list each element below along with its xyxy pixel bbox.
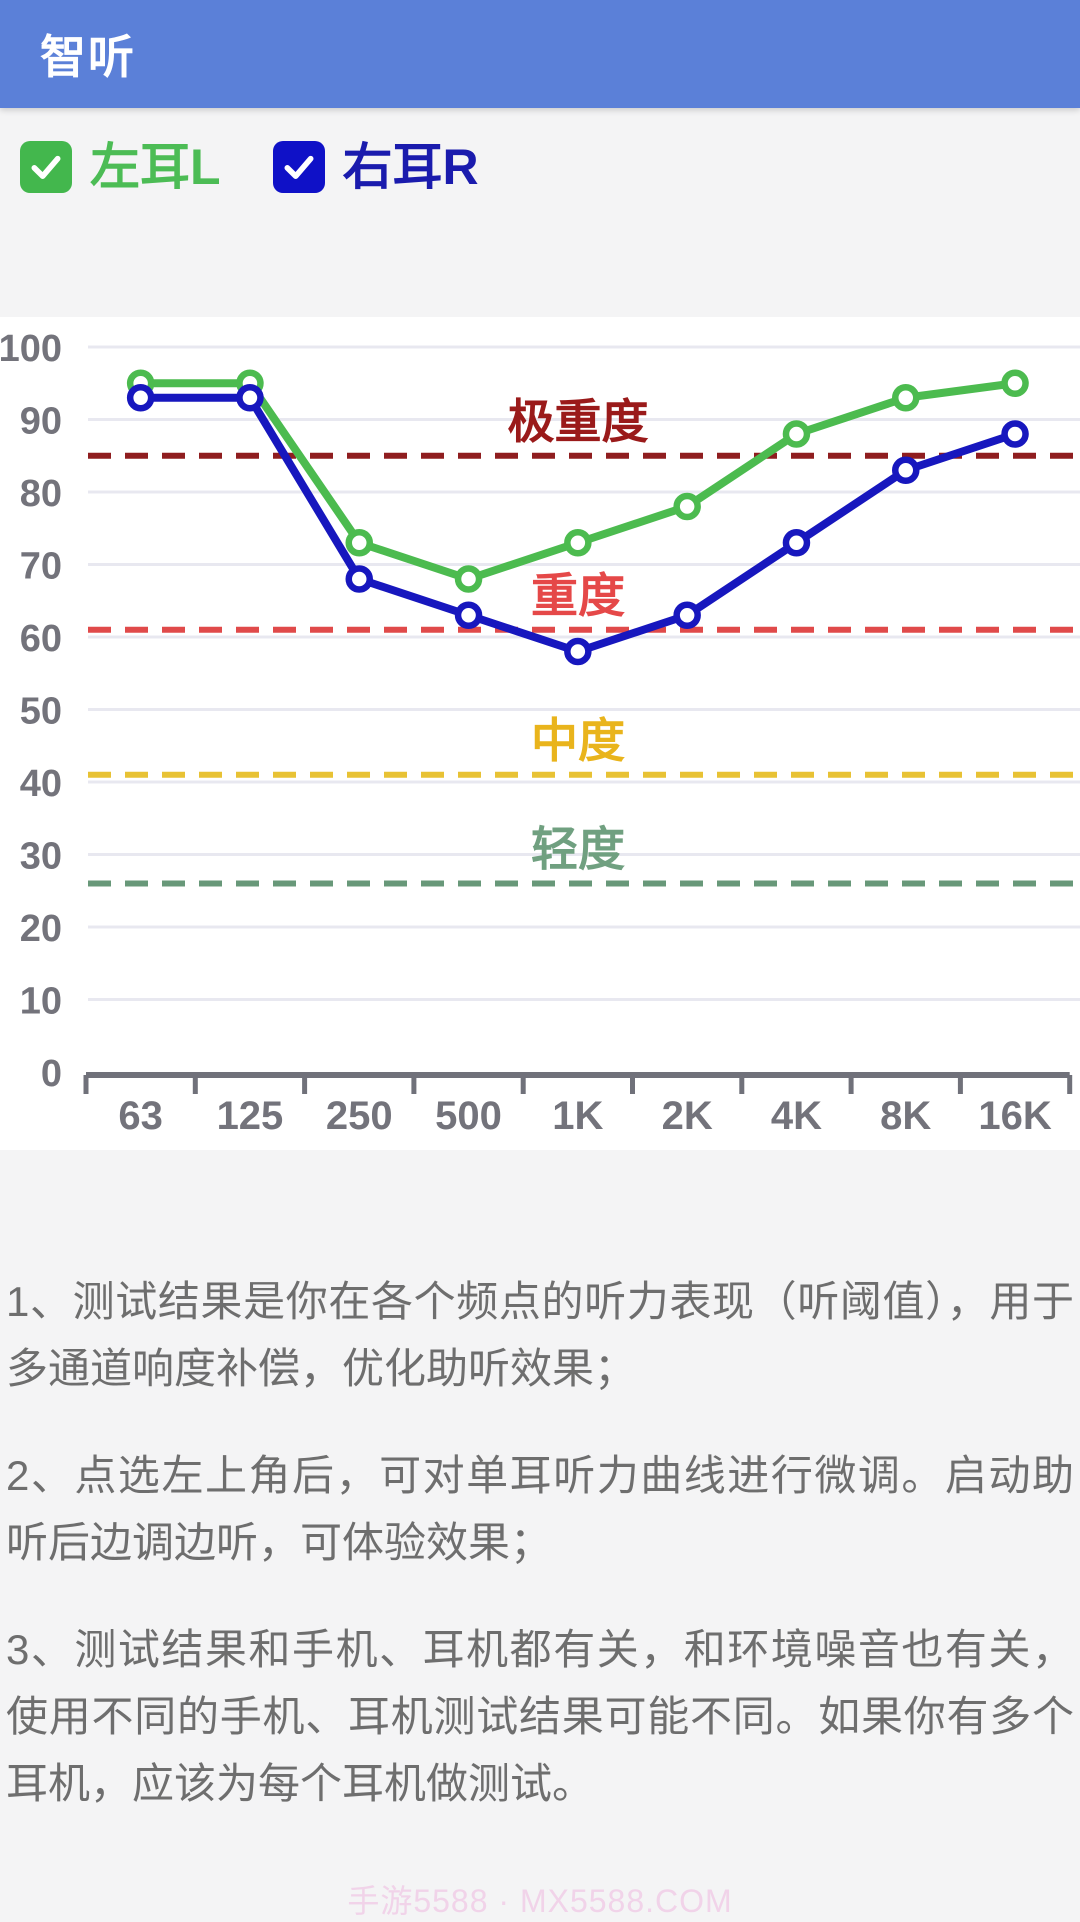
right-ear-checkbox[interactable] — [272, 141, 325, 193]
data-point-marker[interactable] — [345, 529, 373, 557]
instruction-notes: 1、测试结果是你在各个频点的听力表现（听阈值），用于多通道响度补偿，优化助听效果… — [0, 1268, 1080, 1857]
y-axis-tick-label: 80 — [20, 473, 62, 515]
x-axis-tick-label: 2K — [662, 1094, 713, 1138]
right-ear-checkbox-item[interactable]: 右耳R — [272, 136, 479, 198]
right-ear-label: 右耳R — [342, 139, 479, 195]
data-point-marker[interactable] — [673, 492, 701, 521]
data-point-marker[interactable] — [564, 529, 592, 557]
left-ear-checkbox[interactable] — [20, 141, 72, 193]
y-axis-tick-label: 70 — [20, 546, 62, 588]
left-ear-label: 左耳L — [90, 139, 221, 195]
data-point-marker[interactable] — [454, 601, 483, 629]
data-point-marker[interactable] — [345, 565, 373, 593]
x-axis-tick-label: 1K — [552, 1094, 603, 1138]
data-point-marker[interactable] — [892, 456, 920, 484]
threshold-label: 极重度 — [508, 395, 649, 448]
y-axis-tick-label: 10 — [20, 981, 62, 1023]
app-bar: 智听 — [0, 0, 1080, 108]
threshold-label: 中度 — [531, 714, 625, 767]
data-point-marker[interactable] — [782, 529, 811, 557]
y-axis-tick-label: 30 — [20, 836, 62, 878]
x-axis-tick-label: 4K — [771, 1094, 822, 1138]
checkmark-icon — [284, 155, 314, 179]
data-point-marker[interactable] — [454, 565, 483, 593]
note-3: 3、测试结果和手机、耳机都有关，和环境噪音也有关，使用不同的手机、耳机测试结果可… — [6, 1626, 1074, 1807]
threshold-label: 轻度 — [531, 823, 625, 876]
data-point-marker[interactable] — [892, 384, 920, 412]
data-point-marker[interactable] — [1001, 420, 1029, 448]
x-axis-tick-label: 8K — [880, 1094, 931, 1138]
y-axis-tick-label: 90 — [20, 401, 62, 443]
x-axis-tick-label: 125 — [217, 1094, 284, 1138]
x-axis-tick-label: 16K — [978, 1094, 1051, 1138]
x-axis-tick-label: 63 — [118, 1094, 163, 1138]
note-2: 2、点选左上角后，可对单耳听力曲线进行微调。启动助听后边调边听，可体验效果； — [6, 1452, 1074, 1566]
x-axis-tick-label: 500 — [435, 1094, 502, 1138]
y-axis-tick-label: 0 — [41, 1053, 62, 1095]
note-1: 1、测试结果是你在各个频点的听力表现（听阈值），用于多通道响度补偿，优化助听效果… — [6, 1278, 1074, 1392]
y-axis-tick-label: 20 — [20, 908, 62, 950]
x-axis-tick-label: 250 — [326, 1094, 393, 1138]
threshold-label: 重度 — [531, 569, 625, 622]
ear-legend-row: 左耳L 右耳R — [20, 136, 479, 198]
watermark-text: 手游5588 · MX5588.COM — [347, 1883, 733, 1919]
checkmark-icon — [31, 155, 61, 179]
left-ear-checkbox-item[interactable]: 左耳L — [20, 136, 221, 198]
audiogram-card: 0 10 20 30 40 50 60 70 80 90 100 极重度重度中度轻度 63 125 250 5… — [0, 317, 1080, 1150]
y-axis-tick-label: 100 — [0, 328, 62, 370]
y-axis-tick-label: 60 — [20, 618, 62, 660]
page-title: 智听 — [40, 31, 136, 83]
y-axis-tick-label: 40 — [20, 763, 62, 805]
data-point-marker[interactable] — [564, 637, 592, 666]
data-point-marker[interactable] — [673, 601, 701, 629]
data-point-marker[interactable] — [236, 384, 264, 412]
data-point-marker[interactable] — [1001, 369, 1029, 397]
data-point-marker[interactable] — [126, 384, 155, 412]
y-axis-tick-label: 50 — [20, 691, 62, 733]
data-point-marker[interactable] — [782, 420, 811, 448]
